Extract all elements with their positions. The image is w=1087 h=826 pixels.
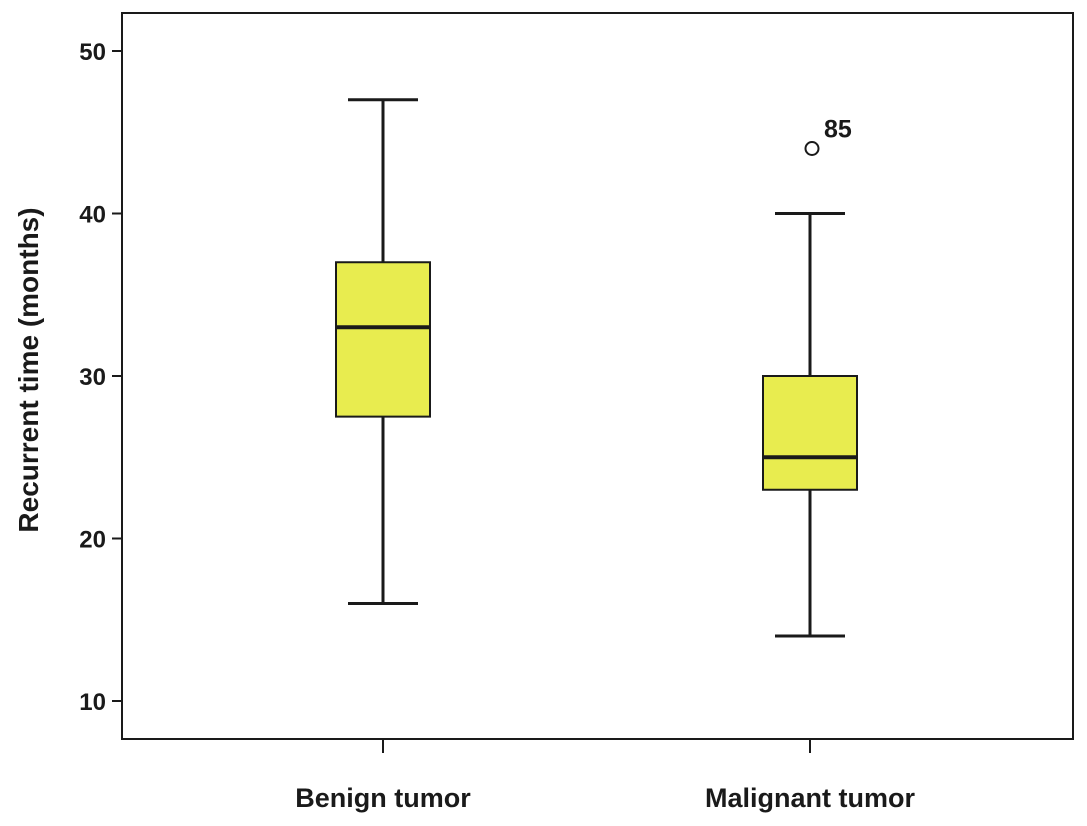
y-tick-label: 40 [79, 202, 106, 229]
iqr-box [762, 375, 858, 491]
x-category-label: Malignant tumor [705, 783, 915, 813]
outlier-label: 85 [824, 116, 852, 144]
y-tick-label: 20 [79, 527, 106, 554]
iqr-box [335, 261, 431, 418]
y-tick-label: 10 [79, 689, 106, 716]
x-category-label: Benign tumor [295, 783, 471, 813]
x-axis: Benign tumor Malignant tumor [295, 739, 915, 813]
plot-frame [121, 12, 1074, 740]
y-axis: 10 20 30 40 50 [79, 39, 122, 716]
outlier-point [804, 141, 820, 156]
y-tick-label: 50 [79, 39, 106, 66]
y-axis-title: Recurrent time (months) [13, 207, 44, 532]
box-group: 85 [335, 98, 858, 638]
y-tick-label: 30 [79, 364, 106, 391]
